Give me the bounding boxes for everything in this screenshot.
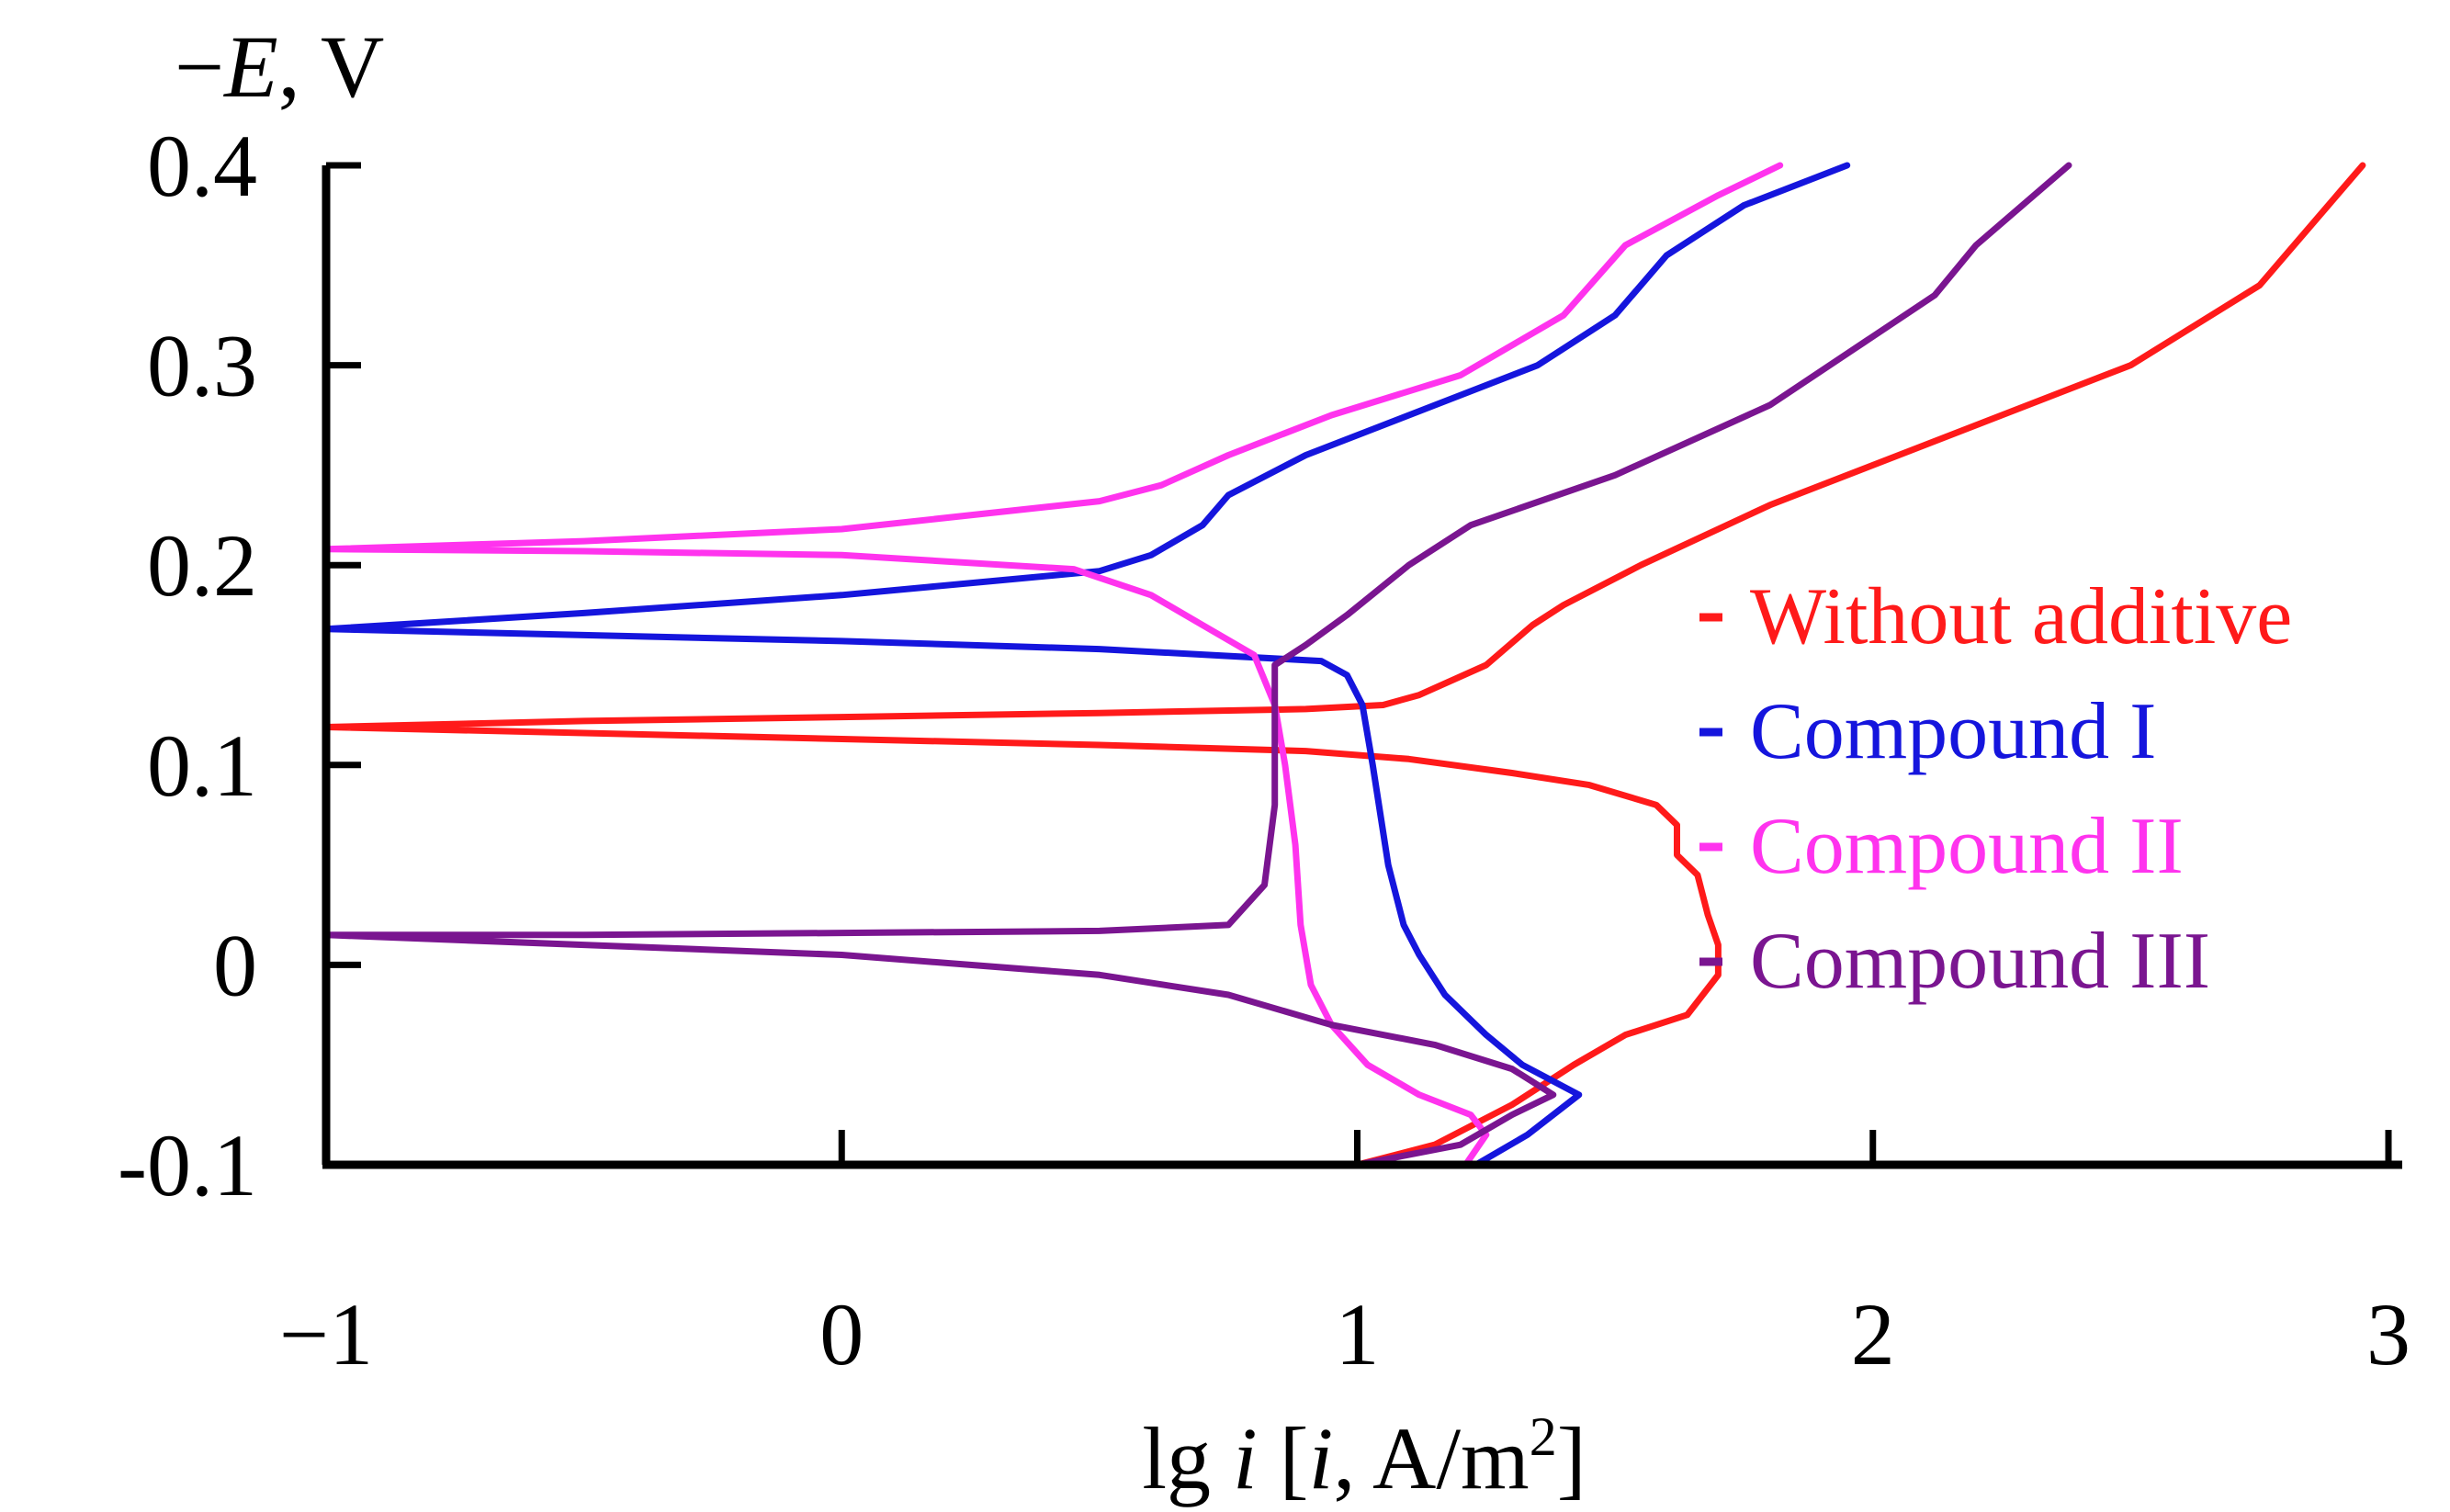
y-tick-label: -0.1 (118, 1116, 257, 1214)
series-line-compound-i (322, 162, 1851, 1168)
series-line-compound-iii (322, 162, 2072, 1168)
x-tick-label: 0 (819, 1285, 864, 1383)
legend-label-compound-iii: Compound III (1750, 917, 2210, 1006)
legend-label-compound-i: Compound I (1750, 687, 2156, 776)
y-axis-label: −E, V (175, 17, 384, 116)
y-tick-label: 0.2 (147, 516, 257, 615)
legend-label-compound-ii: Compound II (1750, 802, 2184, 891)
y-tick-label: 0 (213, 916, 257, 1014)
series-line-compound-ii (322, 162, 1784, 1168)
x-tick-label: 1 (1336, 1285, 1380, 1383)
series-layer (322, 162, 2366, 1168)
y-tick-label: 0.4 (147, 117, 257, 215)
series-line-without-additive (322, 162, 2366, 1168)
axes (322, 165, 2402, 1169)
legend-label-without-additive: Without additive (1750, 572, 2292, 661)
x-tick-label: −1 (279, 1285, 373, 1383)
x-axis-label: lg i [i, A/m2] (1142, 1406, 1586, 1507)
y-tick-label: 0.1 (147, 717, 257, 815)
y-tick-label: 0.3 (147, 317, 257, 415)
x-tick-label: 3 (2366, 1285, 2410, 1383)
ticks: −1 0 1 2 3 -0.1 0 0.1 0.2 0.3 0.4 (118, 117, 2410, 1383)
legend: Without additive Compound I Compound II Com… (1699, 572, 2292, 1006)
x-tick-label: 2 (1851, 1285, 1895, 1383)
